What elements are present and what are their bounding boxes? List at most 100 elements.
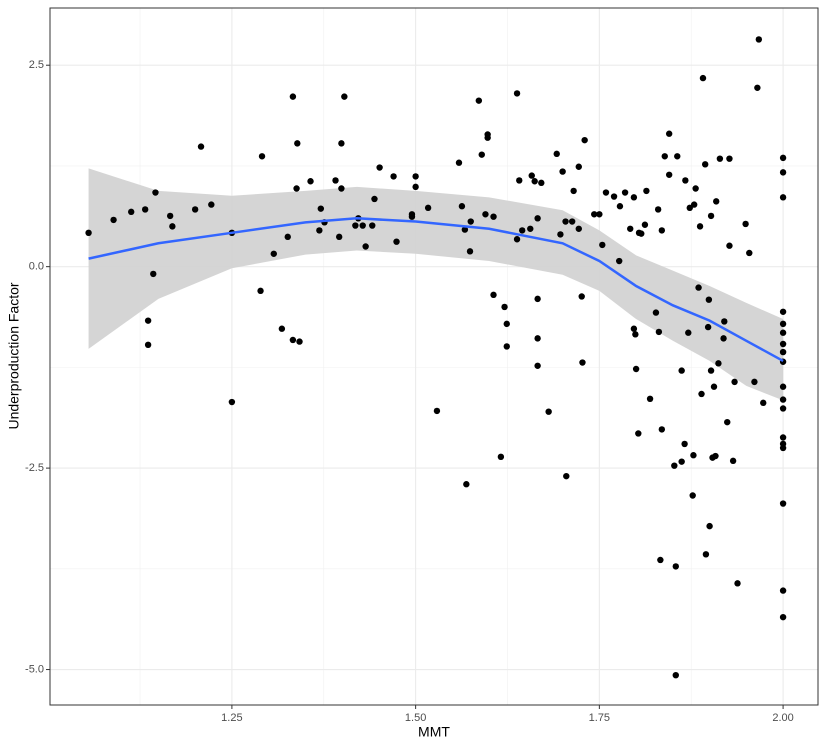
point bbox=[779, 613, 787, 621]
point bbox=[599, 241, 606, 249]
point bbox=[458, 203, 466, 210]
x-tick-label: 1.25 bbox=[221, 712, 242, 724]
point bbox=[270, 250, 277, 257]
point bbox=[674, 153, 681, 160]
point bbox=[518, 227, 526, 234]
point bbox=[475, 97, 483, 104]
point bbox=[466, 248, 474, 255]
point bbox=[635, 430, 642, 437]
point bbox=[338, 140, 345, 147]
point bbox=[208, 201, 215, 208]
point bbox=[646, 395, 654, 403]
point bbox=[169, 223, 176, 230]
point bbox=[779, 383, 787, 390]
panel bbox=[50, 8, 818, 705]
point bbox=[690, 452, 697, 459]
point bbox=[581, 136, 588, 144]
point bbox=[699, 74, 707, 82]
point bbox=[575, 225, 582, 232]
point bbox=[412, 173, 419, 180]
point bbox=[779, 154, 787, 162]
point bbox=[467, 218, 474, 225]
point bbox=[296, 338, 303, 345]
point bbox=[681, 440, 688, 448]
point bbox=[779, 587, 787, 594]
point bbox=[257, 287, 264, 295]
point bbox=[371, 195, 378, 203]
point bbox=[779, 405, 787, 412]
point bbox=[150, 270, 157, 278]
point bbox=[596, 211, 603, 218]
point bbox=[672, 563, 679, 570]
point bbox=[729, 457, 737, 465]
point bbox=[501, 303, 508, 311]
point bbox=[433, 407, 441, 415]
point bbox=[692, 185, 699, 192]
point bbox=[630, 325, 638, 332]
point bbox=[665, 130, 673, 137]
point bbox=[278, 325, 286, 332]
point bbox=[557, 231, 564, 238]
point bbox=[779, 308, 787, 315]
point bbox=[616, 203, 624, 210]
confidence-band bbox=[88, 168, 784, 401]
point bbox=[516, 177, 523, 184]
point bbox=[672, 671, 679, 679]
point bbox=[616, 257, 623, 265]
point bbox=[482, 211, 489, 218]
point bbox=[490, 213, 497, 220]
point bbox=[166, 212, 174, 220]
y-tick-label: 2.5 bbox=[29, 59, 44, 71]
point bbox=[527, 225, 534, 232]
point bbox=[702, 551, 710, 558]
point bbox=[562, 218, 569, 225]
point bbox=[338, 185, 345, 192]
point bbox=[424, 204, 432, 212]
point bbox=[503, 343, 510, 350]
point bbox=[578, 293, 585, 300]
point bbox=[726, 155, 733, 162]
point bbox=[503, 320, 510, 328]
point bbox=[538, 179, 545, 187]
point bbox=[478, 151, 485, 158]
point bbox=[707, 212, 715, 220]
point bbox=[779, 434, 787, 441]
point bbox=[621, 189, 629, 196]
point bbox=[641, 221, 649, 228]
point bbox=[658, 426, 666, 433]
point bbox=[779, 329, 787, 336]
point bbox=[497, 453, 505, 461]
point bbox=[695, 284, 702, 291]
point bbox=[701, 161, 709, 168]
point bbox=[575, 163, 582, 170]
point bbox=[197, 143, 205, 150]
point bbox=[779, 320, 787, 328]
point bbox=[563, 472, 570, 480]
point bbox=[484, 134, 491, 141]
x-axis-title: MMT bbox=[418, 724, 450, 740]
y-tick-label: 0.0 bbox=[29, 261, 44, 273]
point bbox=[632, 331, 639, 338]
point bbox=[678, 367, 685, 374]
point bbox=[144, 341, 152, 349]
point bbox=[332, 177, 339, 184]
point bbox=[657, 556, 664, 564]
point bbox=[712, 452, 719, 460]
point bbox=[390, 173, 397, 180]
point bbox=[258, 153, 266, 160]
point bbox=[779, 169, 787, 176]
x-tick-label: 2.00 bbox=[772, 712, 793, 724]
point bbox=[408, 213, 416, 220]
point bbox=[755, 36, 763, 43]
point bbox=[553, 150, 560, 158]
y-axis-title: Underproduction Factor bbox=[6, 282, 22, 429]
point bbox=[654, 206, 662, 213]
point bbox=[731, 378, 738, 386]
point bbox=[110, 216, 117, 224]
point bbox=[412, 183, 419, 191]
point bbox=[652, 309, 660, 316]
point bbox=[678, 458, 685, 465]
point bbox=[152, 189, 159, 196]
point bbox=[359, 222, 366, 229]
point bbox=[690, 201, 698, 208]
